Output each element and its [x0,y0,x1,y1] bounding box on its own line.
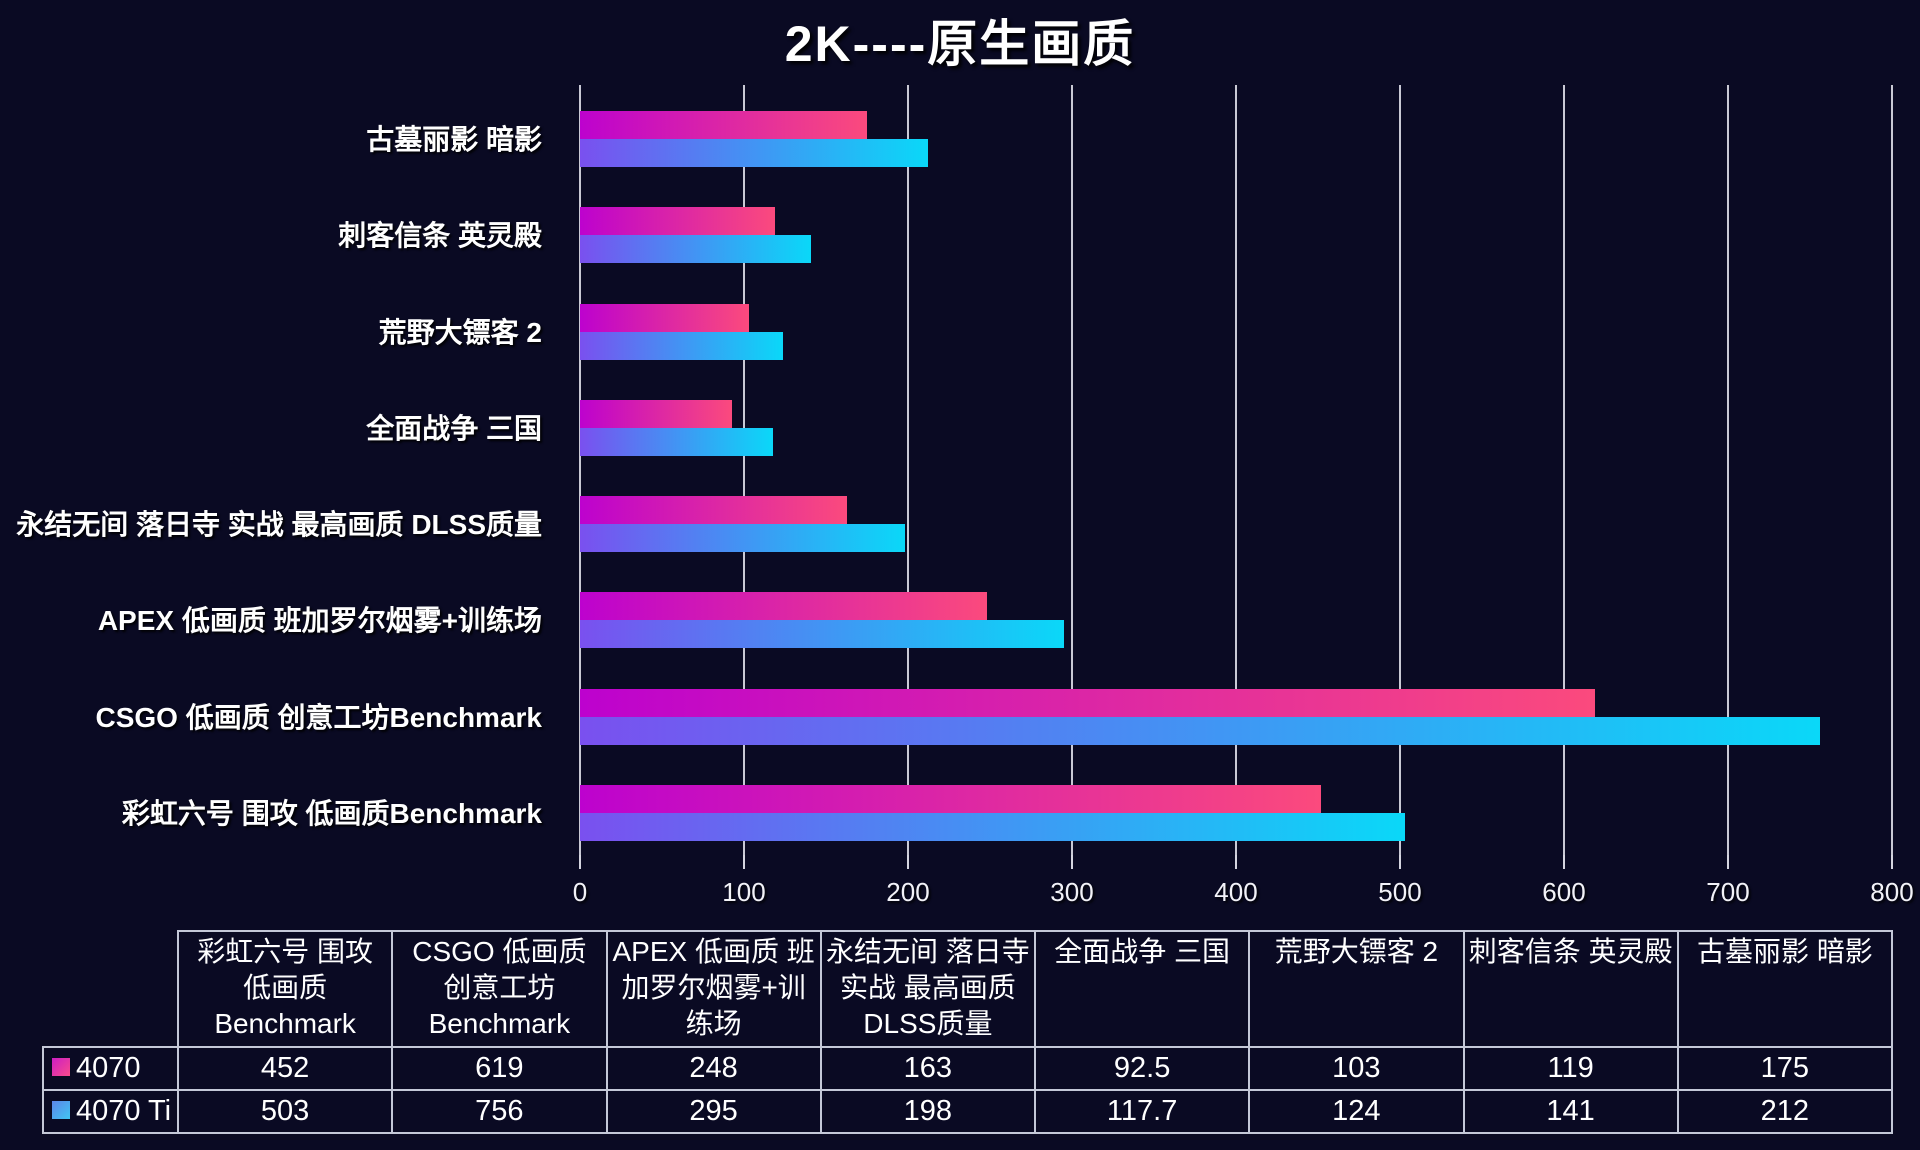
table-value-cell: 619 [391,1046,608,1091]
table-value-cell: 103 [1248,1046,1465,1091]
chart-title: 2K----原生画质 [784,16,1136,72]
legend-label: 4070 [76,1052,141,1084]
axis-tick-label: 600 [1542,877,1586,907]
axis-tick [1235,855,1237,869]
table-value-cell: 124 [1248,1089,1465,1134]
legend-label: 4070 Ti [76,1095,172,1127]
bar-4070 [580,784,1322,813]
axis-tick-label: 100 [722,877,766,907]
table-header-cell: CSGO 低画质 创意工坊Benchmark [391,930,608,1048]
table-row: 4070 452 619 248 163 92.5 103 119 175 [42,1046,1894,1091]
bar-4070 [580,111,867,139]
grid-line [1071,85,1073,855]
table-value-cell: 756 [391,1089,608,1134]
axis-tick [1727,855,1729,869]
bar-4070-ti [580,524,905,552]
grid-line [579,85,581,855]
table-header-cell: 永结无间 落日寺 实战 最高画质 DLSS质量 [819,930,1037,1048]
grid-line [1891,85,1893,855]
table-value-cell: 198 [819,1089,1037,1134]
category-label: 古墓丽影 暗影 [366,124,542,155]
axis-tick [1891,855,1893,869]
legend-cell: 4070 [42,1046,179,1091]
table-value-cell: 503 [176,1089,394,1134]
table-header-cell: 彩虹六号 围攻 低画质Benchmark [176,930,394,1048]
axis-tick-label: 400 [1214,877,1258,907]
axis-tick-label: 0 [572,877,588,907]
axis-tick [1399,855,1401,869]
axis-tick [1071,855,1073,869]
table-value-cell: 295 [605,1089,822,1134]
table-value-cell: 163 [819,1046,1037,1091]
table-header-cell: APEX 低画质 班加罗尔烟雾+训练场 [605,930,822,1048]
bar-4070 [580,592,987,621]
bar-4070-ti [580,331,784,360]
axis-tick [743,855,745,869]
table-corner-cell [43,931,178,1047]
axis-tick [907,855,909,869]
bar-4070-ti [580,235,812,264]
grid-line [907,85,909,855]
table-header-cell: 刺客信条 英灵殿 [1462,930,1679,1048]
plot-area: 0 100 200 300 400 500 600 700 800 [573,85,1914,907]
table-value-cell: 92.5 [1033,1046,1251,1091]
category-label: APEX 低画质 班加罗尔烟雾+训练场 [97,605,542,637]
bar-4070 [580,399,732,428]
legend-swatch-icon [52,1101,70,1120]
table-value-cell: 452 [176,1046,394,1091]
legend-cell: 4070 Ti [42,1089,179,1134]
table-value-cell: 141 [1462,1089,1679,1134]
category-label: CSGO 低画质 创意工坊Benchmark [95,701,542,733]
axis-tick [1563,855,1565,869]
axis-tick-label: 200 [886,877,930,907]
grid-line [1399,85,1401,855]
axis-tick-label: 300 [1050,877,1094,907]
axis-tick-label: 500 [1378,877,1422,907]
data-table: 彩虹六号 围攻 低画质Benchmark CSGO 低画质 创意工坊Benchma… [42,930,1894,1134]
table-value-cell: 212 [1676,1089,1894,1134]
table-header-row: 彩虹六号 围攻 低画质Benchmark CSGO 低画质 创意工坊Benchma… [43,930,1894,1048]
axis-tick-label: 700 [1706,877,1750,907]
category-label: 荒野大镖客 2 [378,316,542,348]
bar-4070-ti [580,427,774,456]
bar-4070 [580,207,776,236]
bar-4070 [580,303,749,332]
category-label: 全面战争 三国 [366,412,542,444]
bar-4070-ti [580,139,928,167]
bar-4070-ti [580,812,1405,841]
grid-line [1727,85,1729,855]
grid-line [1563,85,1565,855]
category-label: 永结无间 落日寺 实战 最高画质 DLSS质量 [16,509,542,540]
bar-4070 [580,496,848,524]
table-row: 4070 Ti 503 756 295 198 117.7 124 141 212 [42,1089,1894,1134]
grid-line [1235,85,1237,855]
bar-4070 [580,688,1596,717]
axis-tick-label: 800 [1870,877,1914,907]
table-header-cell: 荒野大镖客 2 [1248,930,1465,1048]
table-value-cell: 117.7 [1033,1089,1251,1134]
table-header-cell: 全面战争 三国 [1033,930,1251,1048]
axis-tick [579,855,581,869]
bar-4070-ti [580,716,1820,745]
table-header-cell: 古墓丽影 暗影 [1676,930,1894,1048]
category-label: 刺客信条 英灵殿 [338,220,542,252]
legend-swatch-icon [52,1058,70,1077]
table-value-cell: 119 [1462,1046,1679,1091]
grid-line [743,85,745,855]
table-value-cell: 175 [1676,1046,1894,1091]
table-value-cell: 248 [605,1046,822,1091]
category-label: 彩虹六号 围攻 低画质Benchmark [121,797,542,829]
bar-4070-ti [580,620,1064,649]
